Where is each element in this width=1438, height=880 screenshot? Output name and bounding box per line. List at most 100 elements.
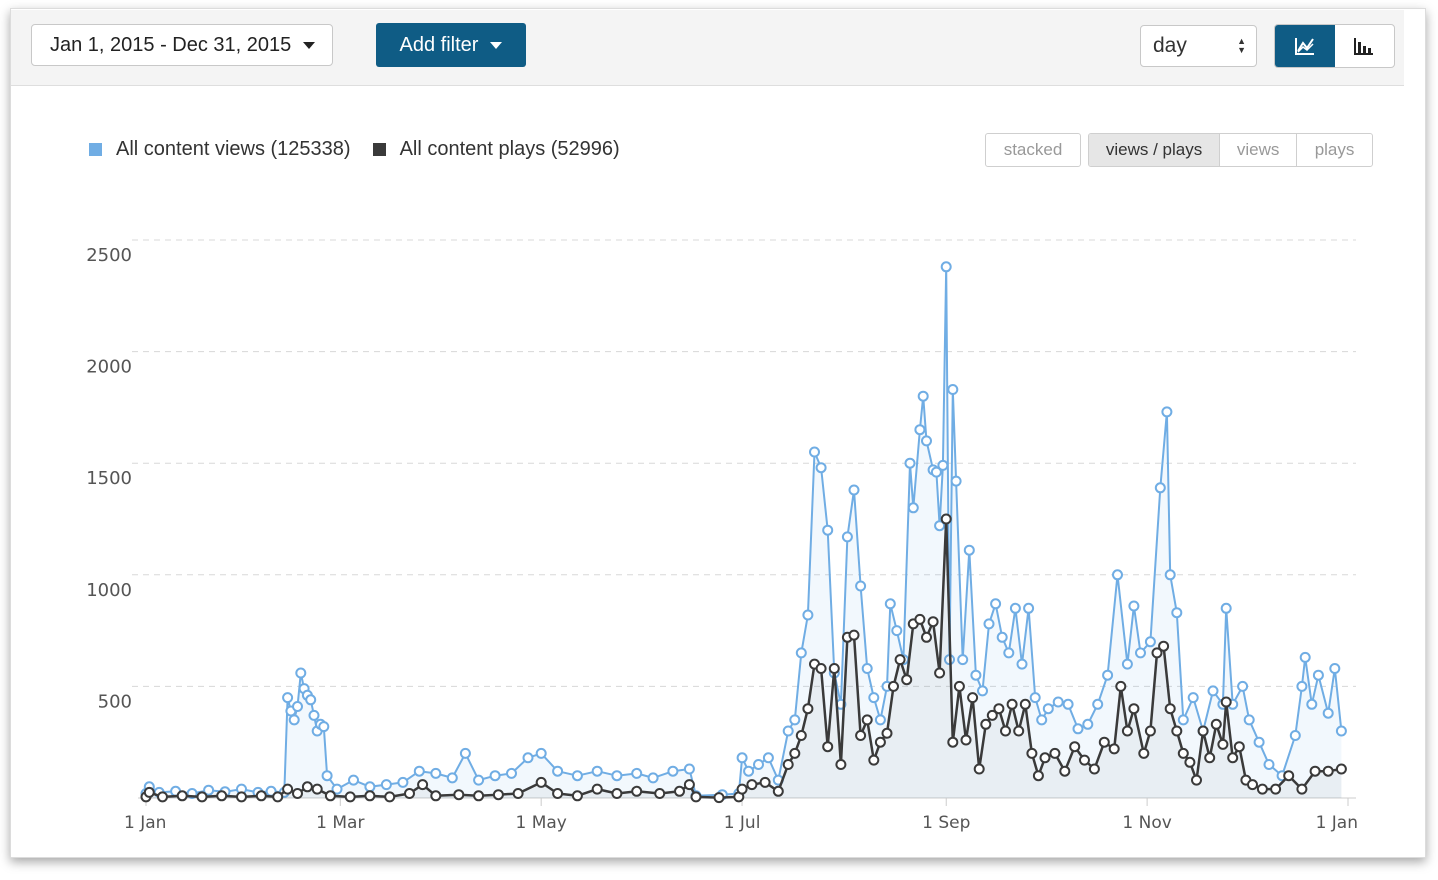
data-point-views <box>282 692 294 704</box>
data-point-views <box>1154 482 1166 494</box>
data-point-views <box>522 752 534 764</box>
toolbar: Jan 1, 2015 - Dec 31, 2015 Add filter da… <box>11 10 1404 86</box>
data-point-plays <box>1220 696 1232 708</box>
data-point-plays <box>324 790 336 802</box>
data-point-views <box>1220 602 1232 614</box>
data-point-plays <box>1144 725 1156 737</box>
data-point-views <box>782 725 794 737</box>
data-point-plays <box>1115 680 1127 692</box>
data-point-views <box>1296 680 1308 692</box>
data-point-views <box>1062 698 1074 710</box>
plays-label: plays <box>1314 140 1355 159</box>
data-point-plays <box>404 788 415 799</box>
chevron-down-icon <box>303 41 316 49</box>
legend-label-views: All content views (125338) <box>116 138 351 160</box>
data-point-views <box>446 772 458 784</box>
data-point-plays <box>789 747 801 759</box>
data-point-views <box>841 531 853 543</box>
data-point-plays <box>1151 647 1163 659</box>
data-point-plays <box>868 754 880 766</box>
data-point-views <box>753 759 764 770</box>
data-point-plays <box>713 792 725 804</box>
data-point-views <box>571 770 583 782</box>
data-point-views <box>1243 714 1255 726</box>
data-point-views <box>990 598 1002 610</box>
data-point-plays <box>901 674 913 686</box>
series-area-plays <box>146 519 1342 798</box>
bar-chart-view-button[interactable] <box>1335 25 1395 67</box>
data-point-views <box>380 779 392 791</box>
date-range-picker[interactable]: Jan 1, 2015 - Dec 31, 2015 <box>31 24 333 66</box>
data-point-plays <box>746 779 758 791</box>
data-point-plays <box>953 680 965 692</box>
data-point-plays <box>1049 747 1061 759</box>
data-point-plays <box>216 790 228 802</box>
y-tick-label: 1500 <box>86 468 132 489</box>
plays-mode-button[interactable]: plays <box>1296 134 1372 166</box>
data-point-views <box>683 763 695 775</box>
select-arrows-icon: ▲ ▼ <box>1237 36 1246 55</box>
data-point-plays <box>1121 725 1133 737</box>
data-point-plays <box>888 680 899 692</box>
data-point-views <box>506 767 517 779</box>
data-point-plays <box>690 791 702 803</box>
data-point-plays <box>453 789 465 801</box>
data-point-plays <box>143 786 155 798</box>
data-point-plays <box>1335 763 1347 775</box>
data-point-views <box>1016 658 1028 670</box>
data-point-views <box>552 765 564 777</box>
data-point-plays <box>1079 754 1090 766</box>
data-point-views <box>874 714 886 726</box>
data-point-views <box>308 709 320 721</box>
data-point-views <box>848 484 860 496</box>
data-point-plays <box>874 736 886 748</box>
data-point-plays <box>921 631 932 643</box>
data-point-plays <box>1270 783 1282 795</box>
data-point-views <box>934 520 946 532</box>
chart-view-toggle <box>1274 24 1395 68</box>
data-point-views <box>1042 703 1054 715</box>
data-point-views <box>940 261 952 273</box>
data-point-views <box>1322 707 1334 719</box>
add-filter-button[interactable]: Add filter <box>376 23 526 67</box>
data-point-views <box>802 609 814 621</box>
legend-item-views[interactable]: All content views (125338) <box>89 138 351 161</box>
data-point-views <box>1003 647 1015 659</box>
data-point-plays <box>492 789 504 801</box>
data-point-plays <box>430 790 442 802</box>
data-point-views <box>917 390 929 402</box>
line-chart-icon <box>1294 38 1314 55</box>
line-chart-view-button[interactable] <box>1275 25 1335 67</box>
data-point-plays <box>736 783 748 795</box>
data-point-plays <box>1191 774 1202 786</box>
data-point-plays <box>311 783 323 795</box>
data-point-plays <box>301 781 313 793</box>
data-point-plays <box>384 791 396 803</box>
data-point-views <box>611 770 623 782</box>
stacked-toggle-button[interactable]: stacked <box>985 133 1081 167</box>
data-point-views <box>1135 647 1146 659</box>
data-point-plays <box>980 718 992 730</box>
x-tick-label: 1 Jan <box>1316 813 1358 833</box>
legend-item-plays[interactable]: All content plays (52996) <box>372 138 620 161</box>
interval-select[interactable]: day ▲ ▼ <box>1140 25 1257 67</box>
data-point-views <box>1253 736 1265 748</box>
views-mode-button[interactable]: views <box>1219 134 1296 166</box>
data-point-views <box>1036 714 1048 726</box>
data-point-plays <box>1164 703 1176 715</box>
data-point-plays <box>973 763 985 775</box>
data-point-views <box>1161 406 1173 418</box>
data-point-plays <box>802 703 814 715</box>
data-point-plays <box>1108 743 1120 755</box>
data-point-plays <box>822 741 834 753</box>
data-point-plays <box>654 788 666 799</box>
data-point-views <box>647 772 659 784</box>
views-plays-mode-button[interactable]: views / plays <box>1089 134 1220 166</box>
data-point-views <box>822 524 834 536</box>
data-point-views <box>1023 602 1035 614</box>
data-point-plays <box>894 654 906 666</box>
series-mode-group: views / plays views plays <box>1088 133 1373 167</box>
data-point-views <box>996 631 1008 643</box>
data-point-plays <box>631 785 643 797</box>
